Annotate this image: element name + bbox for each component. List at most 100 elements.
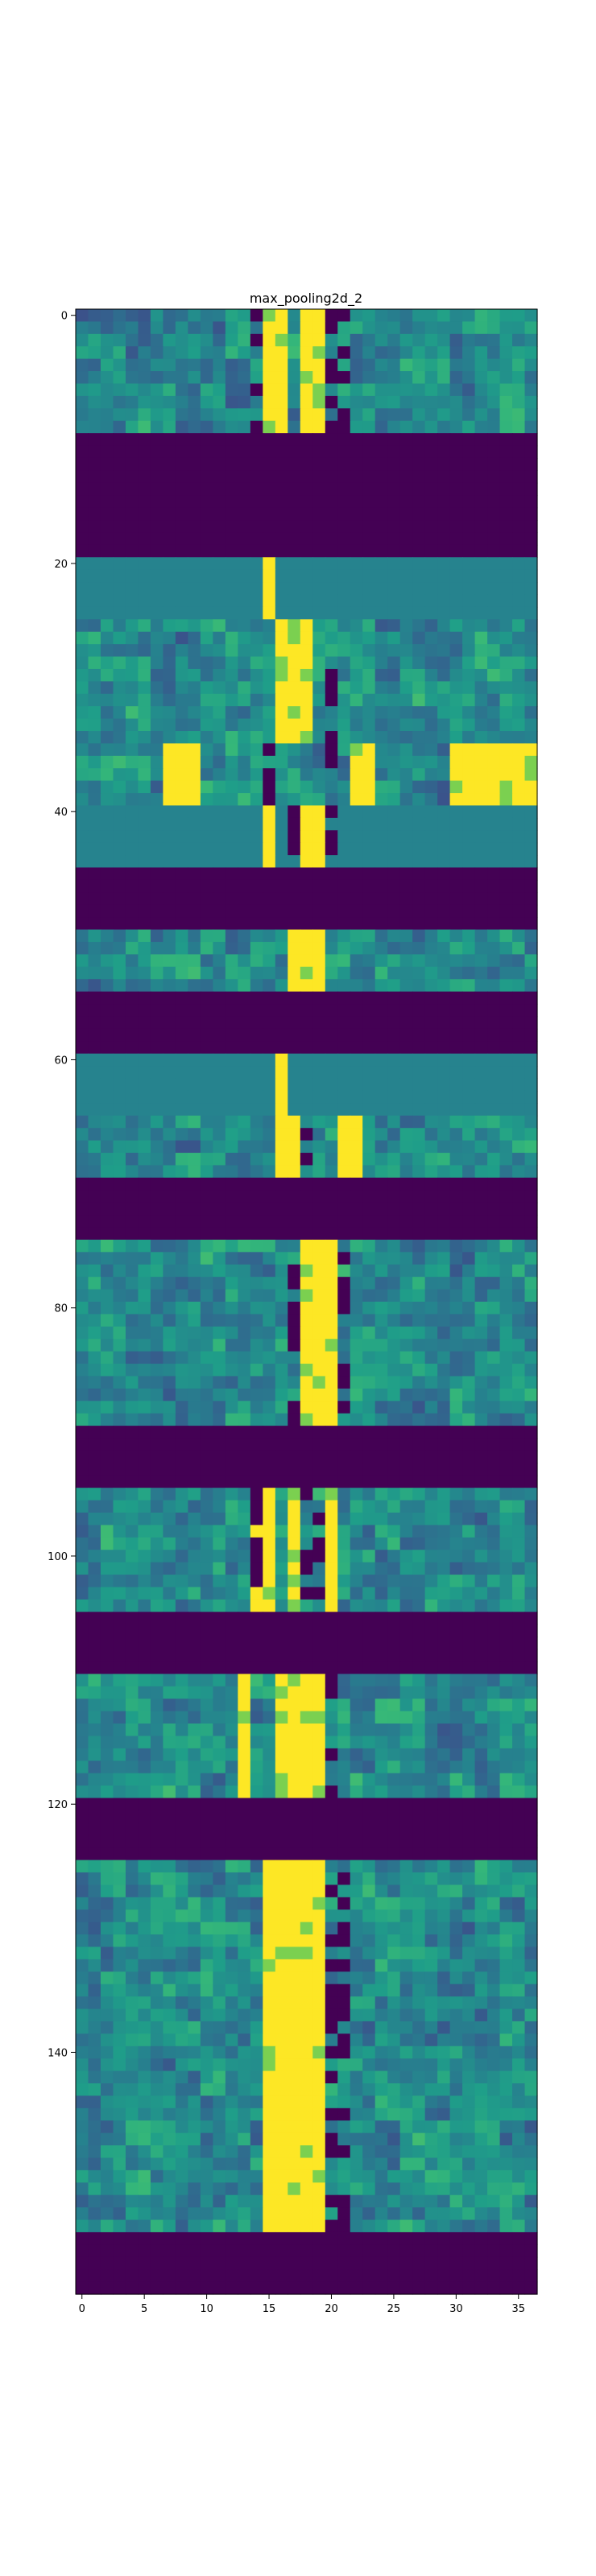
heatmap-cell [213, 669, 226, 682]
heatmap-cell [462, 992, 475, 1005]
heatmap-cell [450, 582, 463, 595]
heatmap-cell [512, 1649, 525, 1662]
heatmap-cell [312, 1612, 325, 1624]
heatmap-cell [213, 1686, 226, 1699]
heatmap-cell [425, 383, 438, 396]
heatmap-cell [475, 346, 488, 359]
heatmap-cell [238, 483, 250, 496]
heatmap-cell [213, 1922, 226, 1935]
heatmap-cell [126, 1711, 139, 1724]
heatmap-cell [412, 1946, 425, 1959]
heatmap-cell [450, 1563, 463, 1575]
heatmap-cell [126, 508, 139, 521]
heatmap-cell [76, 917, 89, 930]
heatmap-cell [101, 1637, 114, 1649]
heatmap-cell [76, 1773, 89, 1786]
heatmap-cell [263, 1290, 275, 1302]
heatmap-cell [412, 1773, 425, 1786]
heatmap-cell [475, 1339, 488, 1352]
heatmap-cell [288, 1637, 300, 1649]
heatmap-cell [325, 1079, 338, 1092]
heatmap-cell [113, 1426, 126, 1439]
heatmap-cell [437, 669, 450, 682]
heatmap-cell [201, 383, 213, 396]
heatmap-cell [412, 1538, 425, 1550]
heatmap-cell [213, 433, 226, 446]
heatmap-cell [375, 1178, 388, 1191]
heatmap-cell [462, 483, 475, 496]
heatmap-cell [226, 570, 238, 583]
heatmap-cell [400, 806, 413, 819]
heatmap-cell [126, 1228, 139, 1241]
heatmap-cell [462, 855, 475, 868]
heatmap-cell [425, 1116, 438, 1129]
heatmap-cell [250, 1178, 263, 1191]
heatmap-cell [437, 1971, 450, 1984]
heatmap-cell [76, 1079, 89, 1092]
heatmap-cell [350, 532, 363, 545]
heatmap-cell [500, 1290, 513, 1302]
heatmap-cell [188, 470, 201, 483]
heatmap-cell [325, 1215, 338, 1228]
heatmap-cell [437, 1265, 450, 1278]
heatmap-cell [88, 607, 101, 620]
heatmap-cell [312, 1773, 325, 1786]
heatmap-cell [437, 1785, 450, 1798]
heatmap-cell [238, 818, 250, 831]
heatmap-cell [425, 756, 438, 769]
heatmap-cell [126, 1600, 139, 1612]
heatmap-cell [88, 1810, 101, 1823]
heatmap-cell [126, 992, 139, 1005]
heatmap-cell [250, 396, 263, 409]
heatmap-cell [500, 1538, 513, 1550]
heatmap-cell [76, 644, 89, 657]
heatmap-cell [387, 396, 400, 409]
heatmap-cell [475, 954, 488, 967]
heatmap-cell [138, 1203, 151, 1216]
heatmap-cell [350, 334, 363, 347]
heatmap-cell [188, 1897, 201, 1910]
heatmap-cell [151, 1439, 163, 1451]
heatmap-cell [113, 843, 126, 856]
heatmap-cell [275, 334, 288, 347]
heatmap-cell [188, 582, 201, 595]
heatmap-cell [263, 1426, 275, 1439]
heatmap-cell [475, 719, 488, 732]
heatmap-cell [151, 1190, 163, 1203]
heatmap-cell [226, 594, 238, 607]
heatmap-cell [288, 1971, 300, 1984]
heatmap-cell [188, 1736, 201, 1748]
heatmap-cell [163, 495, 176, 508]
heatmap-cell [288, 1686, 300, 1699]
heatmap-cell [487, 1823, 500, 1835]
heatmap-cell [387, 1563, 400, 1575]
heatmap-cell [375, 607, 388, 620]
heatmap-cell [275, 1501, 288, 1513]
heatmap-cell [113, 644, 126, 657]
heatmap-cell [250, 1823, 263, 1835]
heatmap-cell [288, 1240, 300, 1253]
heatmap-cell [188, 1748, 201, 1761]
heatmap-cell [475, 1785, 488, 1798]
heatmap-cell [151, 1054, 163, 1067]
heatmap-cell [300, 1041, 313, 1054]
heatmap-cell [101, 1004, 114, 1017]
heatmap-cell [400, 756, 413, 769]
heatmap-cell [275, 1252, 288, 1265]
heatmap-cell [487, 1339, 500, 1352]
heatmap-cell [275, 954, 288, 967]
heatmap-cell [88, 967, 101, 980]
heatmap-cell [350, 880, 363, 893]
heatmap-cell [412, 1724, 425, 1736]
heatmap-cell [176, 582, 188, 595]
heatmap-cell [450, 1203, 463, 1216]
heatmap-cell [462, 1922, 475, 1935]
heatmap-cell [387, 1860, 400, 1873]
heatmap-cell [512, 1785, 525, 1798]
heatmap-cell [113, 719, 126, 732]
heatmap-cell [113, 321, 126, 334]
heatmap-cell [400, 954, 413, 967]
heatmap-cell [337, 1439, 350, 1451]
heatmap-cell [500, 644, 513, 657]
heatmap-cell [362, 1265, 375, 1278]
